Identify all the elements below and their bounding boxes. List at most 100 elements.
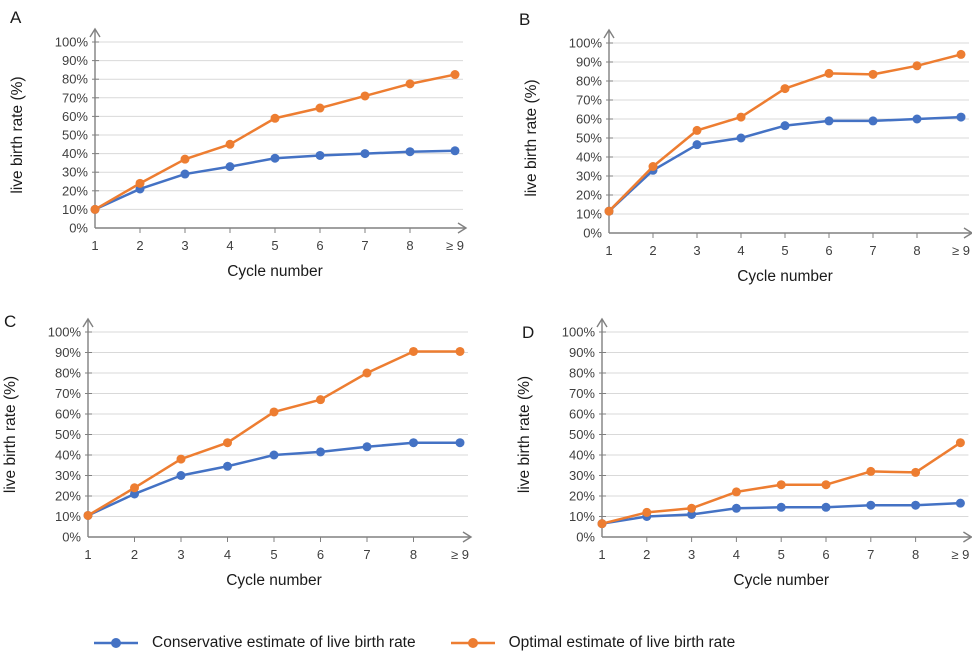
- y-tick-label: 20%: [55, 489, 81, 504]
- panel-label: A: [10, 8, 22, 27]
- chart-panel-a: 0% 10% 20% 30% 40% 50% 60% 70% 80% 90% 100% 1 2 3 4 5 6 7…: [0, 0, 486, 300]
- legend-item-optimal: Optimal estimate of live birth rate: [450, 634, 735, 652]
- x-tick-label: 8: [406, 238, 413, 253]
- y-tick-label: 0%: [69, 221, 88, 236]
- data-point: [866, 466, 876, 476]
- y-axis-arrow-icon: [89, 27, 101, 38]
- y-tick-label: 50%: [55, 427, 81, 442]
- data-point: [956, 112, 966, 122]
- data-point: [692, 140, 702, 150]
- x-tick-label: 2: [131, 547, 138, 562]
- data-point: [824, 68, 834, 78]
- data-point: [176, 454, 186, 464]
- legend-marker-optimal-icon: [450, 638, 495, 648]
- y-axis-title: live birth rate (%): [9, 76, 26, 193]
- y-tick-label: 90%: [55, 345, 81, 360]
- x-tick-label: ≥ 9: [952, 243, 970, 258]
- x-tick-label: 8: [912, 547, 919, 562]
- y-tick-label: 90%: [62, 53, 88, 68]
- y-tick-label: 100%: [55, 35, 89, 50]
- data-point: [269, 450, 279, 460]
- x-tick-label: 6: [317, 547, 324, 562]
- data-point: [450, 70, 460, 80]
- y-axis-arrow-icon: [82, 317, 94, 328]
- data-point: [90, 204, 100, 214]
- y-axis-title: live birth rate (%): [2, 376, 19, 493]
- data-point: [597, 519, 607, 529]
- chart-canvas-c: 0% 10% 20% 30% 40% 50% 60% 70% 80% 90% 100% 1 2 3 4 5 6 7…: [2, 312, 473, 589]
- data-point: [362, 442, 372, 452]
- x-tick-label: 1: [91, 238, 98, 253]
- y-tick-label: 10%: [569, 509, 595, 524]
- data-point: [130, 489, 139, 499]
- data-point: [866, 500, 876, 510]
- y-tick-label: 80%: [576, 74, 602, 89]
- x-tick-label: 7: [361, 238, 368, 253]
- data-point: [176, 471, 186, 480]
- y-axis-arrow-icon: [596, 317, 608, 328]
- data-point: [687, 509, 697, 519]
- data-point: [776, 502, 786, 512]
- x-tick-label: 1: [84, 547, 91, 562]
- data-point: [409, 346, 418, 356]
- y-tick-label: 50%: [62, 128, 88, 143]
- y-axis-title: live birth rate (%): [523, 79, 540, 196]
- x-tick-label: 5: [778, 547, 785, 562]
- y-tick-label: 80%: [569, 366, 595, 381]
- data-point: [956, 49, 966, 59]
- data-point: [912, 114, 922, 124]
- series-line-optimal: [93, 73, 457, 211]
- data-point: [83, 510, 93, 520]
- panel-label: C: [4, 312, 16, 331]
- data-point: [821, 502, 831, 512]
- x-tick-label: 4: [226, 238, 233, 253]
- x-axis-title: Cycle number: [733, 572, 829, 589]
- chart-panel-d: 0% 10% 20% 30% 40% 50% 60% 70% 80% 90% 100% 1 2 3 4 5 6 7…: [486, 300, 972, 600]
- x-tick-label: 5: [781, 243, 788, 258]
- legend: Conservative estimate of live birth rate…: [0, 631, 972, 655]
- y-tick-label: 0%: [62, 530, 81, 545]
- data-point: [360, 91, 370, 101]
- x-tick-label: 6: [825, 243, 832, 258]
- y-tick-label: 70%: [576, 93, 602, 108]
- chart-canvas-d: 0% 10% 20% 30% 40% 50% 60% 70% 80% 90% 100% 1 2 3 4 5 6 7…: [516, 317, 972, 589]
- x-tick-label: 8: [410, 547, 417, 562]
- data-point: [316, 447, 325, 457]
- y-tick-label: 40%: [62, 146, 88, 161]
- chart-panel-b: 0% 10% 20% 30% 40% 50% 60% 70% 80% 90% 100% 1 2 3 4 5 6 7…: [486, 0, 972, 300]
- x-tick-label: 3: [688, 547, 695, 562]
- data-point: [912, 61, 922, 71]
- chart-panel-c: 0% 10% 20% 30% 40% 50% 60% 70% 80% 90% 100% 1 2 3 4 5 6 7…: [0, 300, 486, 600]
- data-point: [736, 133, 746, 143]
- y-tick-label: 50%: [569, 427, 595, 442]
- y-tick-label: 20%: [576, 188, 602, 203]
- x-tick-label: 6: [316, 238, 323, 253]
- data-point: [868, 69, 878, 79]
- data-point: [868, 116, 878, 126]
- y-tick-label: 100%: [562, 325, 596, 340]
- x-tick-label: 7: [869, 243, 876, 258]
- x-tick-label: 4: [737, 243, 744, 258]
- data-point: [604, 206, 614, 216]
- data-point: [180, 154, 190, 164]
- x-tick-label: 7: [363, 547, 370, 562]
- x-axis-arrow-icon: [462, 531, 473, 543]
- data-point: [450, 146, 460, 156]
- data-point: [687, 503, 697, 513]
- data-point: [405, 147, 415, 157]
- x-tick-label: 3: [181, 238, 188, 253]
- x-axis-arrow-icon: [963, 531, 972, 543]
- data-point: [736, 112, 746, 122]
- y-tick-label: 10%: [576, 207, 602, 222]
- x-tick-label: 3: [693, 243, 700, 258]
- y-tick-label: 0%: [576, 530, 595, 545]
- data-point: [316, 395, 325, 405]
- data-point: [405, 79, 415, 89]
- chart-canvas-a: 0% 10% 20% 30% 40% 50% 60% 70% 80% 90% 100% 1 2 3 4 5 6 7…: [9, 8, 468, 280]
- y-tick-label: 80%: [62, 72, 88, 87]
- x-tick-label: 4: [733, 547, 740, 562]
- y-tick-label: 100%: [48, 325, 82, 340]
- x-tick-label: 8: [913, 243, 920, 258]
- x-axis-title: Cycle number: [226, 572, 322, 589]
